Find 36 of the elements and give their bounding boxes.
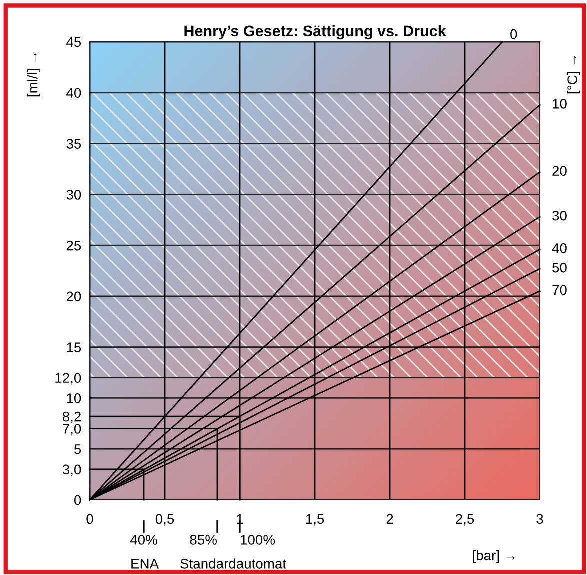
- y-tick-label: 30: [66, 190, 82, 200]
- legend-label: 40%: [130, 535, 158, 545]
- chart-title: Henry’s Gesetz: Sättigung vs. Druck: [184, 25, 446, 40]
- y-tick-label: 5: [74, 444, 82, 454]
- y-tick-label: 25: [66, 240, 82, 251]
- series-label: 20: [552, 166, 567, 176]
- x-tick-label: 1,5: [306, 514, 324, 526]
- x-tick-label: 2: [386, 514, 394, 524]
- y-tick-label: 7,0: [63, 424, 82, 436]
- y-tick-label: 35: [66, 139, 82, 149]
- y-tick-label: 10: [67, 394, 82, 404]
- y-tick-label: 3,0: [62, 464, 82, 476]
- y-tick-label: 0: [74, 495, 82, 506]
- series-label: 30: [552, 210, 567, 221]
- legend-label: 100%: [241, 535, 276, 545]
- series-label: 40: [552, 244, 567, 254]
- x-tick-label: 0,5: [156, 514, 174, 526]
- y-tick-label: 40: [66, 88, 82, 98]
- series-label: 70: [552, 285, 567, 296]
- y-tick-label: 12,0: [56, 373, 82, 385]
- x-axis-title: [bar] →: [473, 550, 515, 564]
- y-tick-label: 15: [67, 342, 82, 353]
- series-label: 50: [552, 262, 567, 273]
- legend-label: 85%: [190, 535, 218, 545]
- y2-axis-title: [°C] →: [567, 56, 580, 94]
- y-tick-label: 45: [66, 37, 82, 48]
- x-tick-label: 2,5: [456, 514, 474, 526]
- y-tick-label: 8,2: [62, 412, 81, 424]
- series-label: 0: [510, 29, 518, 40]
- x-tick-label: 0: [86, 514, 94, 524]
- series-label: 10: [553, 98, 567, 109]
- text: ENA: [132, 559, 160, 569]
- text: Standardautomat: [180, 558, 286, 569]
- x-tick-label: 3: [536, 514, 544, 524]
- y-axis-title: [ml/l] →: [28, 53, 40, 97]
- y-tick-label: 20: [66, 292, 82, 302]
